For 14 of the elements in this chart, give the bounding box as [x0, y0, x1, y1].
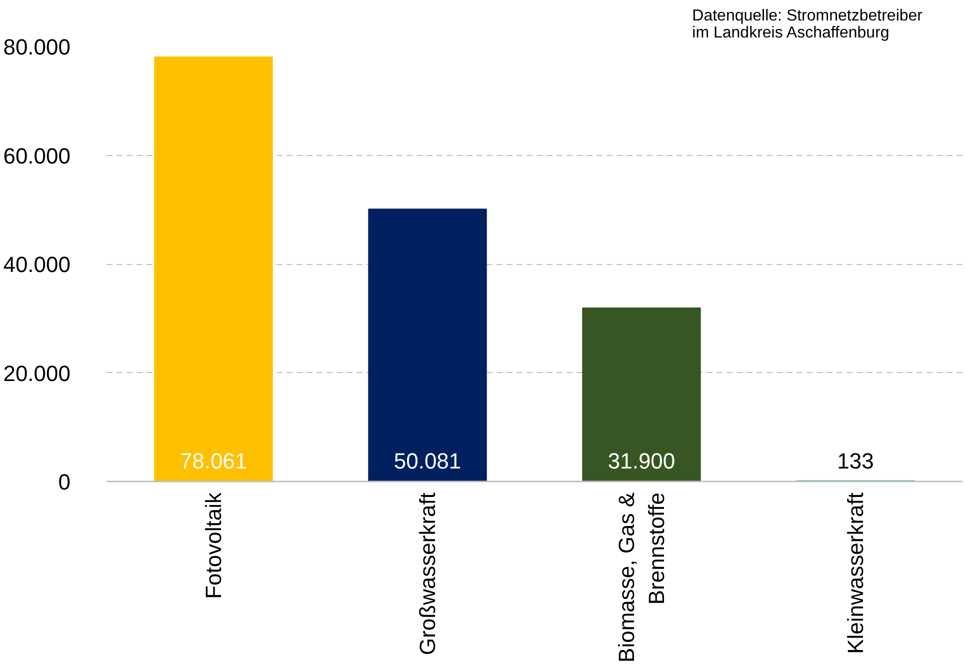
x-tick-label: Fotovoltaik — [201, 492, 226, 599]
x-tick-label: Großwasserkraft — [415, 492, 440, 656]
data-label: 31.900 — [608, 448, 676, 474]
text: Datenquelle: Stromnetzbetreiber im Landkreis Aschaffenburg — [692, 8, 924, 42]
y-tick-label: 80.000 — [3, 34, 71, 60]
x-tick-label: Kleinwasserkraft — [843, 492, 868, 654]
x-tick-label: Biomasse, Gas & Brennstoffe — [614, 492, 669, 662]
data-label: 133 — [837, 448, 874, 474]
data-label: 50.081 — [394, 448, 462, 474]
y-tick-label: 40.000 — [3, 252, 71, 277]
data-label: 78.061 — [180, 448, 248, 474]
y-tick-label: 0 — [58, 470, 71, 494]
y-tick-label: 60.000 — [3, 143, 71, 168]
y-tick-label: 20.000 — [3, 360, 71, 386]
